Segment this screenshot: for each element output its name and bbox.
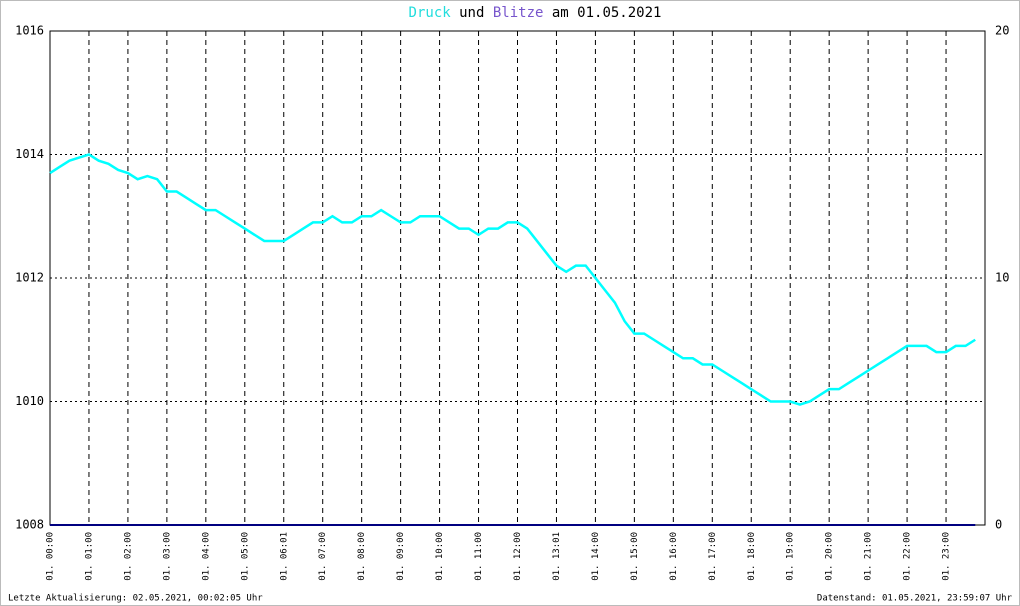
title-series-2: Blitze [493, 5, 544, 21]
x-tick-label: 01. 19:00 [786, 532, 796, 581]
x-tick-label: 01. 02:00 [123, 532, 133, 581]
y-tick-label: 1012 [15, 271, 44, 285]
y2-tick-label: 0 [995, 518, 1002, 532]
x-tick-label: 01. 03:00 [162, 532, 172, 581]
title-series-1: Druck [409, 5, 452, 21]
x-tick-label: 01. 17:00 [708, 532, 718, 581]
footer-left: Letzte Aktualisierung: 02.05.2021, 00:02… [8, 594, 263, 604]
x-tick-label: 01. 14:00 [591, 532, 601, 581]
y-tick-label: 1008 [15, 518, 44, 532]
x-tick-label: 01. 16:00 [669, 532, 679, 581]
x-tick-label: 01. 07:00 [318, 532, 328, 581]
title-suffix: am 01.05.2021 [552, 5, 662, 21]
x-tick-label: 01. 11:00 [474, 532, 484, 581]
x-tick-label: 01. 00:00 [46, 532, 56, 581]
x-tick-label: 01. 23:00 [942, 532, 952, 581]
y2-tick-label: 20 [995, 24, 1009, 38]
x-tick-label: 01. 05:00 [240, 532, 250, 581]
y-tick-label: 1010 [15, 394, 44, 408]
x-tick-label: 01. 20:00 [825, 532, 835, 581]
x-tick-label: 01. 21:00 [864, 532, 874, 581]
x-tick-label: 01. 01:00 [84, 532, 94, 581]
x-tick-label: 01. 04:00 [201, 532, 211, 581]
y-tick-label: 1014 [15, 147, 44, 161]
x-tick-label: 01. 13:01 [552, 532, 562, 581]
x-tick-label: 01. 18:00 [747, 532, 757, 581]
y2-tick-label: 10 [995, 271, 1009, 285]
series-line [49, 153, 976, 406]
x-tick-label: 01. 08:00 [357, 532, 367, 581]
x-tick-label: 01. 22:00 [903, 532, 913, 581]
chart-title: Druck und Blitze am 01.05.2021 [409, 5, 662, 21]
title-connector: und [459, 5, 484, 21]
x-tick-label: 01. 15:00 [630, 532, 640, 581]
x-tick-label: 01. 06:01 [279, 532, 289, 581]
footer-right: Datenstand: 01.05.2021, 23:59:07 Uhr [817, 594, 1013, 604]
x-tick-label: 01. 09:00 [396, 532, 406, 581]
x-tick-label: 01. 12:00 [513, 532, 523, 581]
x-tick-label: 01. 10:00 [435, 532, 445, 581]
y-tick-label: 1016 [15, 24, 44, 38]
